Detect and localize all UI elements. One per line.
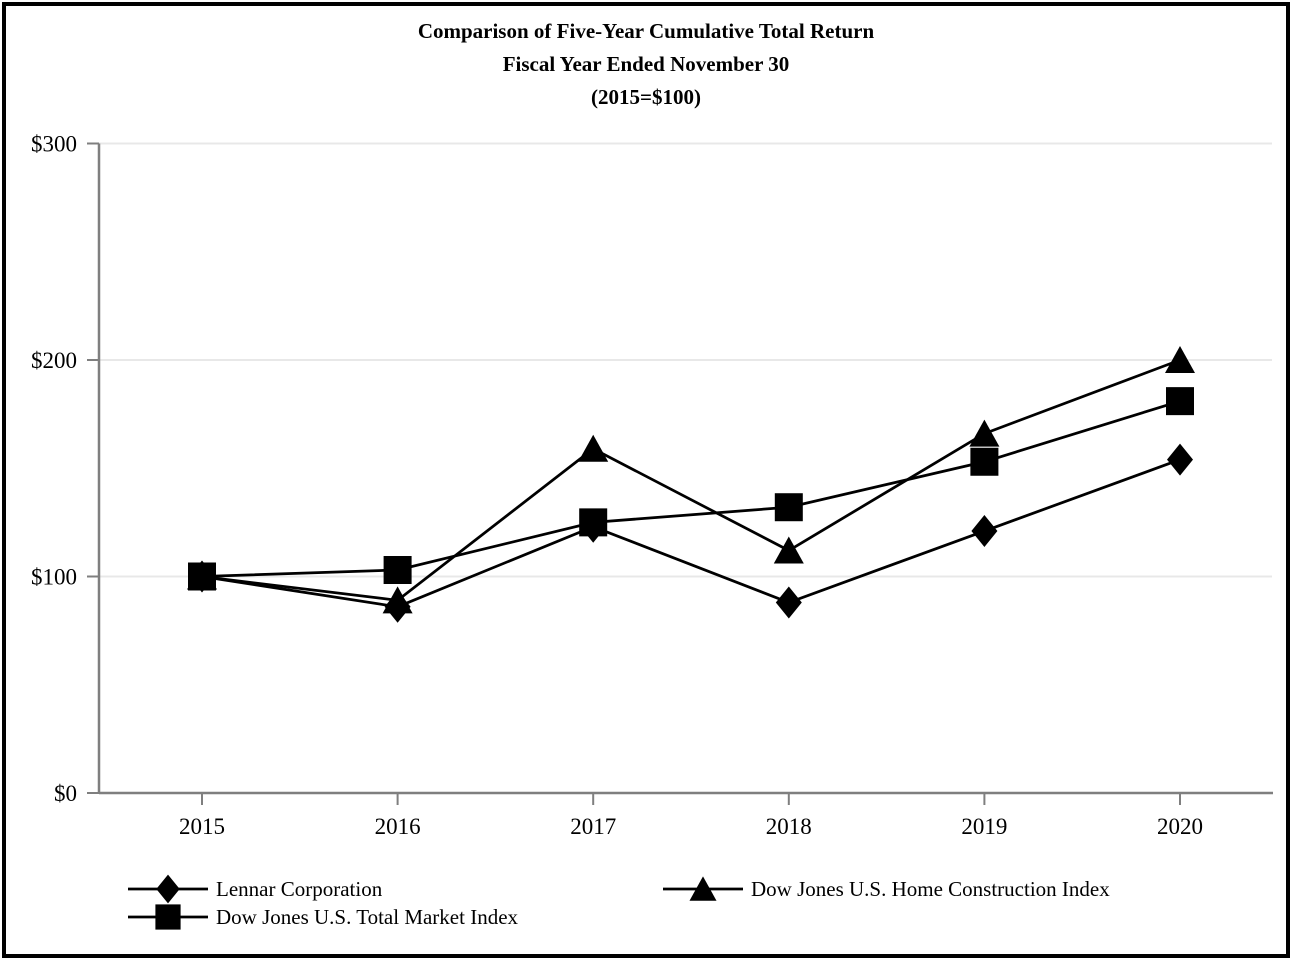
svg-text:2017: 2017 xyxy=(570,814,616,839)
svg-text:$0: $0 xyxy=(54,781,77,806)
legend-item-home-construction: Dow Jones U.S. Home Construction Index xyxy=(663,872,1110,906)
chart-subtitle: Fiscal Year Ended November 30 xyxy=(502,52,790,76)
legend-square-marker-icon xyxy=(128,904,208,930)
legend-triangle-marker-icon xyxy=(663,876,743,901)
svg-text:2018: 2018 xyxy=(766,814,812,839)
legend-item-lennar: Lennar Corporation xyxy=(128,872,382,906)
svg-text:2016: 2016 xyxy=(375,814,421,839)
legend-label-total-market: Dow Jones U.S. Total Market Index xyxy=(216,905,519,929)
chart-title: Comparison of Five-Year Cumulative Total… xyxy=(417,19,875,43)
svg-text:2015: 2015 xyxy=(179,814,225,839)
legend-diamond-marker-icon xyxy=(128,874,208,904)
legend-label-lennar: Lennar Corporation xyxy=(216,877,383,901)
legend-item-total-market: Dow Jones U.S. Total Market Index xyxy=(128,900,518,934)
legend-label-home-construction: Dow Jones U.S. Home Construction Index xyxy=(751,877,1110,901)
chart-title-block: Comparison of Five-Year Cumulative Total… xyxy=(0,15,1292,114)
svg-text:$200: $200 xyxy=(31,348,77,373)
svg-text:$300: $300 xyxy=(31,132,77,157)
chart-baseline-note: (2015=$100) xyxy=(591,85,701,109)
svg-text:2019: 2019 xyxy=(961,814,1007,839)
svg-text:2020: 2020 xyxy=(1157,814,1203,839)
svg-text:$100: $100 xyxy=(31,565,77,590)
